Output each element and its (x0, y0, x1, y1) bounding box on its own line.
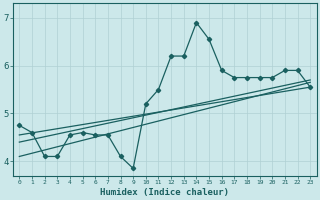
X-axis label: Humidex (Indice chaleur): Humidex (Indice chaleur) (100, 188, 229, 197)
